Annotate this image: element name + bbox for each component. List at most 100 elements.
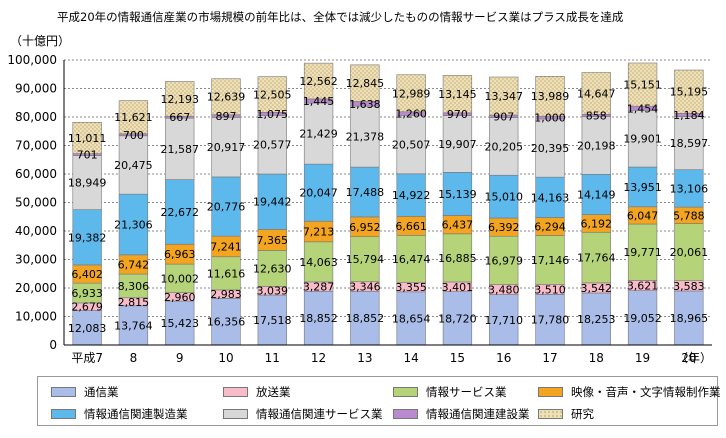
bar-segment (489, 76, 519, 116)
data-label: 7,241 (210, 240, 242, 253)
data-label: 701 (77, 149, 98, 162)
x-tick-label: 10 (218, 351, 233, 365)
data-label: 970 (447, 108, 468, 121)
data-label: 19,907 (438, 138, 477, 151)
bar-segment (211, 176, 241, 237)
bar-segment (581, 173, 611, 215)
data-label: 3,480 (488, 284, 520, 297)
bar-segment (489, 294, 519, 346)
x-tick-label: 18 (589, 351, 604, 365)
legend-label: 情報通信関連建設業 (426, 407, 530, 421)
data-label: 17,146 (531, 254, 570, 267)
legend-swatch (538, 387, 563, 397)
data-label: 17,764 (577, 252, 616, 265)
data-label: 13,145 (438, 88, 477, 101)
data-label: 22,672 (160, 206, 199, 219)
bar-segment (118, 135, 149, 195)
data-label: 15,139 (438, 188, 477, 201)
bar-segment (396, 291, 426, 346)
data-label: 3,287 (303, 281, 335, 294)
legend-item: 情報サービス業 (393, 384, 507, 400)
data-label: 14,063 (299, 256, 338, 269)
bar-segment (674, 69, 704, 114)
data-label: 907 (493, 110, 514, 123)
data-label: 12,630 (253, 262, 292, 275)
data-label: 19,052 (623, 312, 662, 325)
data-label: 700 (123, 129, 144, 142)
y-unit-label: （十億円） (10, 34, 70, 48)
data-label: 6,402 (71, 268, 103, 281)
legend-label: 情報サービス業 (426, 385, 507, 399)
bar-segment (350, 64, 380, 102)
data-label: 2,679 (71, 301, 103, 314)
data-label: 18,720 (438, 312, 477, 325)
data-label: 10,002 (160, 272, 199, 285)
data-label: 12,505 (253, 88, 292, 101)
data-label: 13,989 (531, 90, 570, 103)
bar-segment (257, 250, 287, 287)
bar-segment (674, 169, 704, 208)
data-label: 1,445 (303, 95, 335, 108)
bar-segment (489, 174, 519, 219)
bar-segment (442, 233, 473, 283)
data-label: 17,780 (531, 314, 570, 327)
data-label: 21,587 (160, 143, 199, 156)
x-tick-label: 19 (635, 351, 650, 365)
data-label: 3,542 (581, 282, 613, 295)
legend-swatch (393, 387, 418, 397)
bar-segment (396, 115, 426, 175)
x-tick-label: 16 (496, 351, 511, 365)
data-label: 1,184 (673, 109, 705, 122)
legend-swatch (223, 387, 248, 397)
data-label: 13,347 (484, 90, 523, 103)
data-label: 12,562 (299, 75, 338, 88)
bar-segment (489, 235, 519, 285)
bar-segment (303, 62, 334, 100)
bar-segment (442, 172, 473, 216)
legend-label: 研究 (571, 407, 594, 421)
data-label: 6,661 (395, 220, 427, 233)
data-label: 8,306 (118, 280, 150, 293)
data-label: 20,577 (253, 139, 292, 152)
data-label: 7,213 (303, 226, 335, 239)
data-label: 21,429 (299, 128, 338, 141)
data-label: 12,193 (160, 93, 199, 106)
y-tick-label: 10,000 (15, 310, 57, 324)
data-label: 1,000 (534, 112, 566, 125)
data-label: 21,306 (114, 219, 153, 232)
data-label: 15,423 (160, 317, 199, 330)
x-tick-label: 20 (681, 351, 696, 365)
data-label: 6,047 (627, 209, 659, 222)
data-label: 16,979 (484, 254, 523, 267)
bar-segment (165, 179, 195, 245)
bar-segment (257, 173, 287, 230)
y-tick-label: 80,000 (15, 110, 57, 124)
y-tick-label: 70,000 (15, 139, 57, 153)
legend-swatch (538, 409, 563, 419)
data-label: 3,621 (627, 280, 659, 293)
data-label: 19,442 (253, 196, 292, 209)
y-tick-label: 20,000 (15, 281, 57, 295)
legend-item: 情報通信関連サービス業 (223, 406, 383, 422)
legend: 通信業 放送業 情報サービス業 映像・音声・文字情報制作業 情報通信関連製造業 情報通信関… (37, 376, 721, 426)
bar-segment (627, 62, 658, 107)
y-tick-label: 90,000 (15, 82, 57, 96)
data-label: 18,654 (392, 312, 431, 325)
bars (72, 62, 704, 346)
data-label: 17,488 (346, 186, 385, 199)
y-tick-label: 50,000 (15, 196, 57, 210)
data-label: 15,195 (670, 86, 709, 99)
bar-segment (118, 193, 149, 256)
data-label: 3,583 (673, 280, 705, 293)
bar-segment (165, 300, 195, 346)
data-label: 16,885 (438, 252, 477, 265)
data-label: 1,454 (627, 102, 659, 115)
chart-title: 平成20年の情報通信産業の市場規模の前年比は、全体では減少したものの情報サービス… (57, 10, 624, 24)
data-label: 3,346 (349, 281, 381, 294)
data-label: 6,192 (581, 217, 613, 230)
bar-segment (165, 81, 195, 117)
data-label: 20,395 (531, 142, 570, 155)
data-label: 667 (169, 111, 190, 124)
data-label: 13,951 (623, 181, 662, 194)
